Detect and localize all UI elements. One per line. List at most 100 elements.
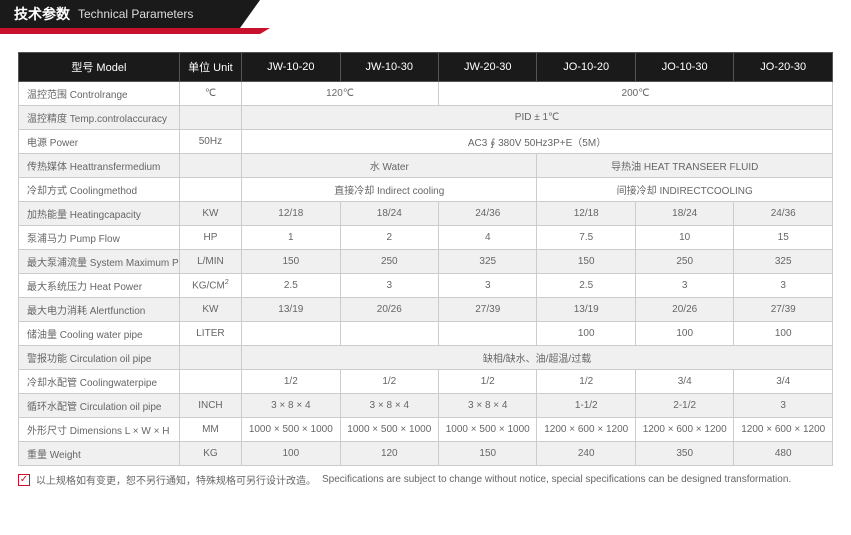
row-value: 1200 × 600 × 1200 bbox=[734, 418, 833, 442]
row-unit: MM bbox=[179, 418, 241, 442]
th-unit: 单位 Unit bbox=[179, 53, 241, 82]
row-value: 12/18 bbox=[537, 202, 635, 226]
th-col: JW-10-30 bbox=[340, 53, 438, 82]
th-col: JW-10-20 bbox=[242, 53, 340, 82]
row-value: 3 bbox=[439, 274, 537, 298]
row-value: 480 bbox=[734, 442, 833, 466]
row-label: 泵浦马力 Pump Flow bbox=[19, 226, 180, 250]
th-col: JO-10-20 bbox=[537, 53, 635, 82]
row-label: 重量 Weight bbox=[19, 442, 180, 466]
row-unit: KG bbox=[179, 442, 241, 466]
row-label: 最大泵浦流量 System Maximum Pressure bbox=[19, 250, 180, 274]
row-value: 12/18 bbox=[242, 202, 340, 226]
row-value: 120℃ bbox=[242, 82, 439, 106]
row-value: 20/26 bbox=[340, 298, 438, 322]
row-value: 100 bbox=[242, 442, 340, 466]
row-value bbox=[439, 322, 537, 346]
footnote: ✓ 以上规格如有变更，恕不另行通知，特殊规格可另行设计改造。 Specifica… bbox=[0, 466, 851, 493]
row-value: 直接冷却 Indirect cooling bbox=[242, 178, 537, 202]
row-label: 加热能量 Heatingcapacity bbox=[19, 202, 180, 226]
table-row: 温控精度 Temp.controlaccuracyPID ± 1℃ bbox=[19, 106, 833, 130]
row-label: 外形尺寸 Dimensions L × W × H bbox=[19, 418, 180, 442]
row-value: 27/39 bbox=[439, 298, 537, 322]
row-value: 2.5 bbox=[537, 274, 635, 298]
row-value bbox=[242, 322, 340, 346]
row-value: 350 bbox=[635, 442, 733, 466]
row-value: 1 bbox=[242, 226, 340, 250]
table-row: 冷却水配管 Coolingwaterpipe1/21/21/21/23/43/4 bbox=[19, 370, 833, 394]
row-label: 最大系统压力 Heat Power bbox=[19, 274, 180, 298]
row-value: 100 bbox=[635, 322, 733, 346]
row-value: 3 bbox=[734, 274, 833, 298]
row-value: 100 bbox=[537, 322, 635, 346]
row-unit: ℃ bbox=[179, 82, 241, 106]
row-unit: KW bbox=[179, 202, 241, 226]
row-value: 1000 × 500 × 1000 bbox=[439, 418, 537, 442]
title-en: Technical Parameters bbox=[78, 7, 193, 21]
row-value: 3 bbox=[340, 274, 438, 298]
table-header-row: 型号 Model 单位 Unit JW-10-20 JW-10-30 JW-20… bbox=[19, 53, 833, 82]
header-banner: 技术参数 Technical Parameters bbox=[0, 0, 851, 38]
row-unit: HP bbox=[179, 226, 241, 250]
table-row: 温控范围 Controlrange℃120℃200℃ bbox=[19, 82, 833, 106]
row-label: 最大电力消耗 Alertfunction bbox=[19, 298, 180, 322]
row-unit: 50Hz bbox=[179, 130, 241, 154]
table-row: 警报功能 Circulation oil pipe缺相/缺水、油/超温/过载 bbox=[19, 346, 833, 370]
table-row: 加热能量 HeatingcapacityKW12/1818/2424/3612/… bbox=[19, 202, 833, 226]
row-unit bbox=[179, 370, 241, 394]
row-value: 325 bbox=[439, 250, 537, 274]
table-row: 冷却方式 Coolingmethod直接冷却 Indirect cooling间… bbox=[19, 178, 833, 202]
row-value: 24/36 bbox=[734, 202, 833, 226]
row-label: 储油量 Cooling water pipe bbox=[19, 322, 180, 346]
row-value: 150 bbox=[242, 250, 340, 274]
table-row: 电源 Power50HzAC3 ∮ 380V 50Hz3P+E（5M） bbox=[19, 130, 833, 154]
row-value: 27/39 bbox=[734, 298, 833, 322]
row-value: 3 bbox=[635, 274, 733, 298]
check-icon: ✓ bbox=[18, 474, 30, 486]
row-value: AC3 ∮ 380V 50Hz3P+E（5M） bbox=[242, 130, 833, 154]
table-row: 重量 WeightKG100120150240350480 bbox=[19, 442, 833, 466]
row-value: 间接冷却 INDIRECTCOOLING bbox=[537, 178, 833, 202]
row-value: 7.5 bbox=[537, 226, 635, 250]
th-col: JO-10-30 bbox=[635, 53, 733, 82]
row-value: 1000 × 500 × 1000 bbox=[340, 418, 438, 442]
row-label: 循环水配管 Circulation oil pipe bbox=[19, 394, 180, 418]
row-label: 温控精度 Temp.controlaccuracy bbox=[19, 106, 180, 130]
row-value: 150 bbox=[439, 442, 537, 466]
row-value: 250 bbox=[635, 250, 733, 274]
row-label: 温控范围 Controlrange bbox=[19, 82, 180, 106]
row-value: 1000 × 500 × 1000 bbox=[242, 418, 340, 442]
row-value: 20/26 bbox=[635, 298, 733, 322]
table-row: 泵浦马力 Pump FlowHP1247.51015 bbox=[19, 226, 833, 250]
row-value: 13/19 bbox=[242, 298, 340, 322]
banner-accent bbox=[0, 28, 260, 34]
row-value: 3 × 8 × 4 bbox=[340, 394, 438, 418]
banner-title: 技术参数 Technical Parameters bbox=[0, 0, 240, 28]
footnote-en: Specifications are subject to change wit… bbox=[322, 474, 791, 485]
row-value: 3 × 8 × 4 bbox=[242, 394, 340, 418]
row-value: 3/4 bbox=[734, 370, 833, 394]
row-value: 3/4 bbox=[635, 370, 733, 394]
table-row: 最大泵浦流量 System Maximum PressureL/MIN15025… bbox=[19, 250, 833, 274]
row-unit bbox=[179, 106, 241, 130]
row-unit: KW bbox=[179, 298, 241, 322]
th-col: JO-20-30 bbox=[734, 53, 833, 82]
table-body: 温控范围 Controlrange℃120℃200℃温控精度 Temp.cont… bbox=[19, 82, 833, 466]
row-label: 冷却水配管 Coolingwaterpipe bbox=[19, 370, 180, 394]
row-value: 1-1/2 bbox=[537, 394, 635, 418]
row-value: 200℃ bbox=[439, 82, 833, 106]
row-value: 1200 × 600 × 1200 bbox=[635, 418, 733, 442]
row-value: 18/24 bbox=[635, 202, 733, 226]
row-value: 240 bbox=[537, 442, 635, 466]
row-unit bbox=[179, 178, 241, 202]
row-unit: L/MIN bbox=[179, 250, 241, 274]
table-row: 储油量 Cooling water pipeLITER100100100 bbox=[19, 322, 833, 346]
row-unit bbox=[179, 346, 241, 370]
row-value: 3 × 8 × 4 bbox=[439, 394, 537, 418]
row-value: 导热油 HEAT TRANSEER FLUID bbox=[537, 154, 833, 178]
row-unit bbox=[179, 154, 241, 178]
row-unit: INCH bbox=[179, 394, 241, 418]
row-unit: LITER bbox=[179, 322, 241, 346]
row-label: 警报功能 Circulation oil pipe bbox=[19, 346, 180, 370]
row-value: 250 bbox=[340, 250, 438, 274]
